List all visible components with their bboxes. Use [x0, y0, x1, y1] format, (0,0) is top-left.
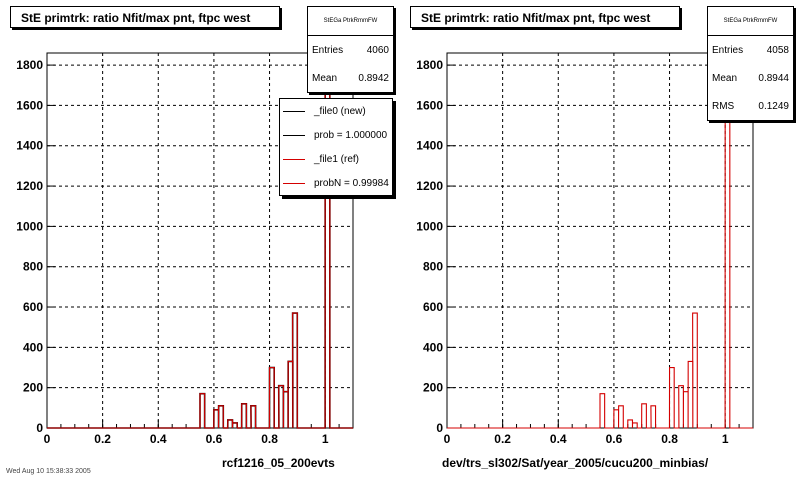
stats-row: Entries 4060 — [308, 36, 393, 64]
x-tick-label: 1 — [322, 432, 329, 446]
stats-label: Entries — [712, 44, 744, 56]
stats-name: StEGa PtrkRmmFW — [708, 7, 793, 36]
plot-frame — [446, 52, 754, 429]
legend-entry: probN = 0.99984 — [280, 171, 392, 195]
legend-label: _file0 (new) — [314, 105, 366, 117]
y-tick-label: 1000 — [16, 219, 43, 233]
x-tick-label: 0.2 — [494, 432, 511, 446]
chart-title: StE primtrk: ratio Nfit/max pnt, ftpc we… — [410, 6, 680, 28]
legend-label: prob = 1.000000 — [314, 129, 388, 141]
legend-entry: _file1 (ref) — [280, 147, 392, 171]
footer-text: Wed Aug 10 15:38:33 2005 — [6, 468, 91, 475]
stats-name: StEGa PtrkRmmFW — [308, 7, 393, 36]
stats-label: Mean — [712, 72, 738, 84]
x-axis-label: dev/trs_sl302/Sat/year_2005/cucu200_minb… — [442, 456, 709, 470]
legend-label: _file1 (ref) — [314, 153, 360, 165]
x-tick-label: 0.2 — [94, 432, 111, 446]
right-histogram: 0 0.2 0.4 0.6 0.8 1 0 200 400 600 800 1000 1200 1400 1… — [416, 52, 754, 446]
x-tick-label: 0.8 — [261, 432, 278, 446]
stats-value: 0.8942 — [358, 72, 389, 84]
chart-title: StE primtrk: ratio Nfit/max pnt, ftpc we… — [10, 6, 280, 28]
stats-row: Entries 4058 — [708, 36, 793, 64]
x-tick-label: 1 — [722, 432, 729, 446]
stats-label: Mean — [312, 72, 338, 84]
y-tick-label: 200 — [23, 381, 43, 395]
y-tick-label: 1600 — [16, 98, 43, 112]
legend-entry: prob = 1.000000 — [280, 123, 392, 147]
legend-entry: _file0 (new) — [280, 99, 392, 123]
y-tick-label: 800 — [423, 260, 443, 274]
y-tick-label: 1000 — [416, 219, 443, 233]
stats-value: 0.1249 — [758, 100, 789, 112]
y-tick-label: 400 — [423, 340, 443, 354]
y-tick-label: 1400 — [16, 139, 43, 153]
x-tick-label: 0 — [44, 432, 51, 446]
stats-box: StEGa PtrkRmmFW Entries 4058 Mean 0.8944… — [707, 6, 794, 121]
stats-row: Mean 0.8942 — [308, 64, 393, 92]
y-tick-label: 400 — [23, 340, 43, 354]
legend-line — [283, 158, 305, 160]
x-tick-label: 0.6 — [606, 432, 623, 446]
y-tick-label: 600 — [23, 300, 43, 314]
histogram-series — [447, 60, 753, 429]
stats-label: RMS — [712, 100, 735, 112]
y-tick-label: 1800 — [16, 58, 43, 72]
x-tick-label: 0.4 — [150, 432, 167, 446]
histogram-series — [47, 60, 353, 429]
stats-value: 4058 — [766, 44, 789, 56]
legend: _file0 (new) prob = 1.000000 _file1 (ref… — [279, 98, 393, 196]
y-tick-label: 1200 — [16, 179, 43, 193]
y-tick-label: 200 — [423, 381, 443, 395]
stats-row: Mean 0.8944 — [708, 64, 793, 92]
y-tick-label: 1600 — [416, 98, 443, 112]
legend-line — [283, 182, 305, 184]
y-tick-label: 1800 — [416, 58, 443, 72]
stats-value: 4060 — [366, 44, 389, 56]
y-tick-label: 0 — [36, 421, 43, 435]
x-tick-label: 0 — [444, 432, 451, 446]
legend-line — [283, 110, 305, 112]
left-panel: 0 0.2 0.4 0.6 0.8 1 0 200 400 600 800 1000 1200 1400 1… — [6, 6, 394, 475]
right-panel: 0 0.2 0.4 0.6 0.8 1 0 200 400 600 800 1000 1200 1400 1… — [400, 0, 800, 480]
x-axis-label: rcf1216_05_200evts — [222, 456, 335, 470]
legend-line — [283, 134, 305, 136]
stats-value: 0.8944 — [758, 72, 789, 84]
y-tick-label: 800 — [23, 260, 43, 274]
x-tick-label: 0.6 — [206, 432, 223, 446]
y-tick-label: 0 — [436, 421, 443, 435]
x-tick-label: 0.4 — [550, 432, 567, 446]
stats-row: RMS 0.1249 — [708, 92, 793, 120]
stats-label: Entries — [312, 44, 344, 56]
x-tick-label: 0.8 — [661, 432, 678, 446]
y-tick-label: 1200 — [416, 179, 443, 193]
stats-box: StEGa PtrkRmmFW Entries 4060 Mean 0.8942 — [307, 6, 394, 93]
y-tick-label: 1400 — [416, 139, 443, 153]
y-tick-label: 600 — [423, 300, 443, 314]
legend-label: probN = 0.99984 — [314, 177, 389, 189]
